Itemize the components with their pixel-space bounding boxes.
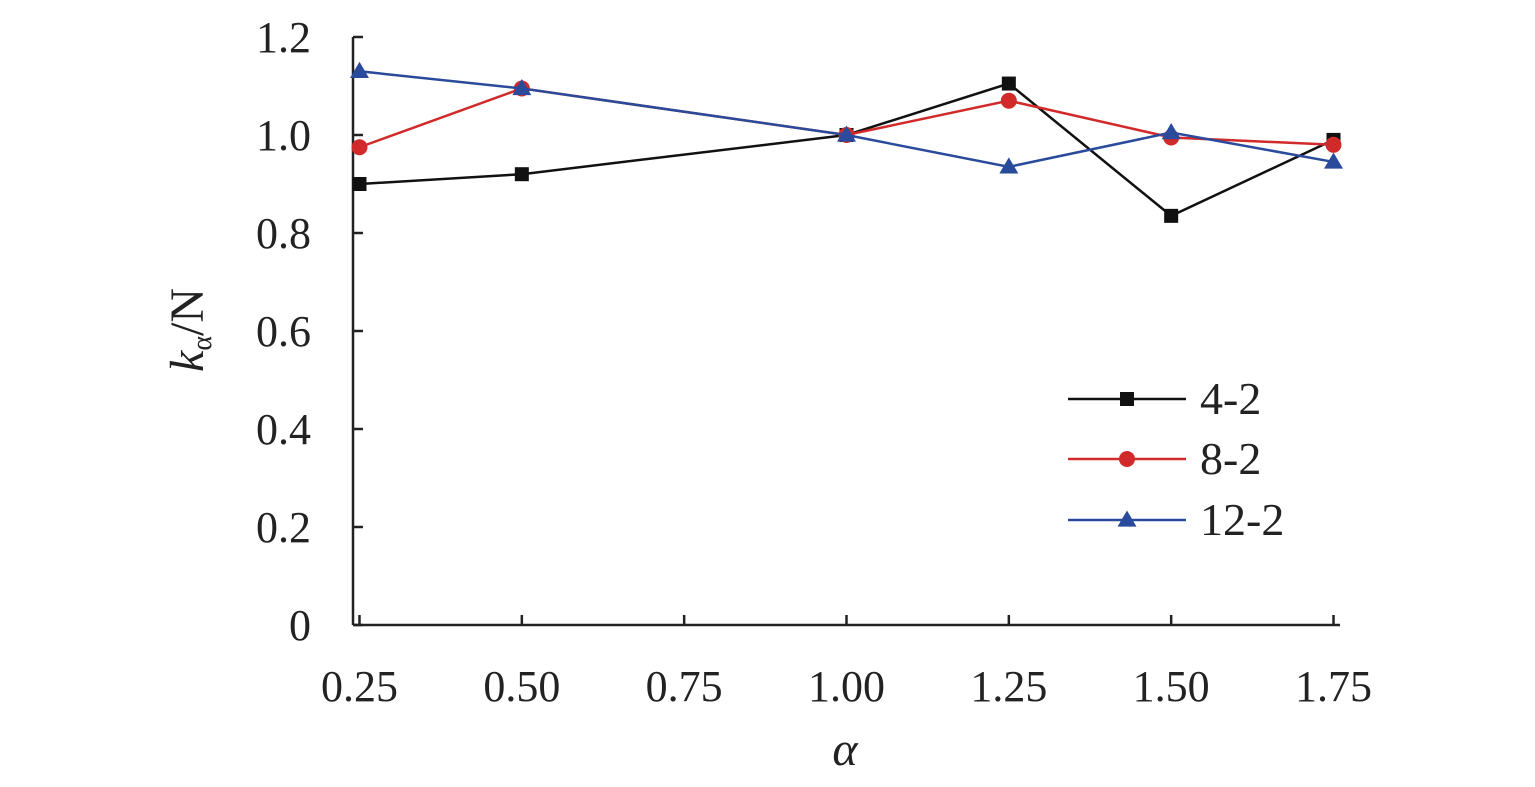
data-point-marker [352, 177, 367, 191]
series-line [359, 70, 1334, 169]
data-point-marker [1325, 136, 1342, 153]
series-line [359, 82, 1335, 218]
x-tick-label: 1.75 [1295, 662, 1372, 711]
x-tick-label: 0.50 [483, 662, 560, 711]
legend: 4-2 8-2 12-2 [1068, 373, 1284, 545]
data-point-marker [1324, 152, 1344, 169]
data-point-marker [351, 139, 368, 156]
legend-label: 12-2 [1200, 494, 1284, 545]
y-tick-label: 1.0 [256, 111, 311, 160]
svg-text:kα/N: kα/N [161, 288, 218, 372]
data-point-marker [1000, 92, 1017, 109]
y-ticks: 0 0.2 0.4 0.6 0.8 1.0 1.2 [256, 13, 363, 650]
x-ticks: 0.25 0.50 0.75 1.00 1.25 1.50 1.75 [321, 615, 1372, 711]
y-axis-title-subscript: α [187, 336, 218, 351]
legend-marker [1120, 392, 1134, 406]
data-point-marker [1164, 208, 1179, 223]
legend-label: 4-2 [1200, 373, 1261, 424]
legend-marker [1117, 510, 1137, 527]
y-axis-title-main: k [161, 349, 214, 372]
y-tick-label: 0.2 [256, 503, 311, 552]
data-point-marker [999, 157, 1019, 174]
y-tick-label: 0.6 [256, 307, 311, 356]
y-tick-label: 0.8 [256, 209, 311, 258]
x-tick-label: 1.50 [1133, 662, 1210, 711]
data-point-marker [512, 78, 532, 96]
y-axis-title-suffix: /N [161, 288, 214, 336]
axes: 0 0.2 0.4 0.6 0.8 1.0 1.2 0.25 0.50 0.75 1.00 1.25… [256, 13, 1372, 711]
x-tick-label: 0.25 [321, 662, 398, 711]
legend-label: 8-2 [1200, 433, 1261, 484]
x-tick-label: 1.00 [808, 662, 885, 711]
y-axis-title: kα/N [161, 288, 218, 372]
legend-item: 4-2 [1068, 373, 1261, 424]
series-12-2 [349, 61, 1344, 174]
series-group [349, 61, 1344, 223]
series-4-2 [352, 76, 1341, 223]
y-tick-label: 0 [289, 601, 311, 650]
y-tick-label: 1.2 [256, 13, 311, 62]
legend-marker [1119, 451, 1135, 467]
data-point-marker [349, 61, 369, 78]
y-tick-label: 0.4 [256, 405, 311, 454]
data-point-marker [1001, 76, 1016, 91]
data-point-marker [514, 167, 529, 182]
data-point-marker [1161, 123, 1181, 140]
x-tick-label: 1.25 [970, 662, 1047, 711]
data-point-marker [837, 125, 856, 142]
legend-item: 12-2 [1068, 494, 1284, 545]
legend-item: 8-2 [1068, 433, 1261, 484]
x-tick-label: 0.75 [646, 662, 723, 711]
series-8-2 [351, 80, 1342, 156]
x-axis-title: α [832, 723, 858, 776]
